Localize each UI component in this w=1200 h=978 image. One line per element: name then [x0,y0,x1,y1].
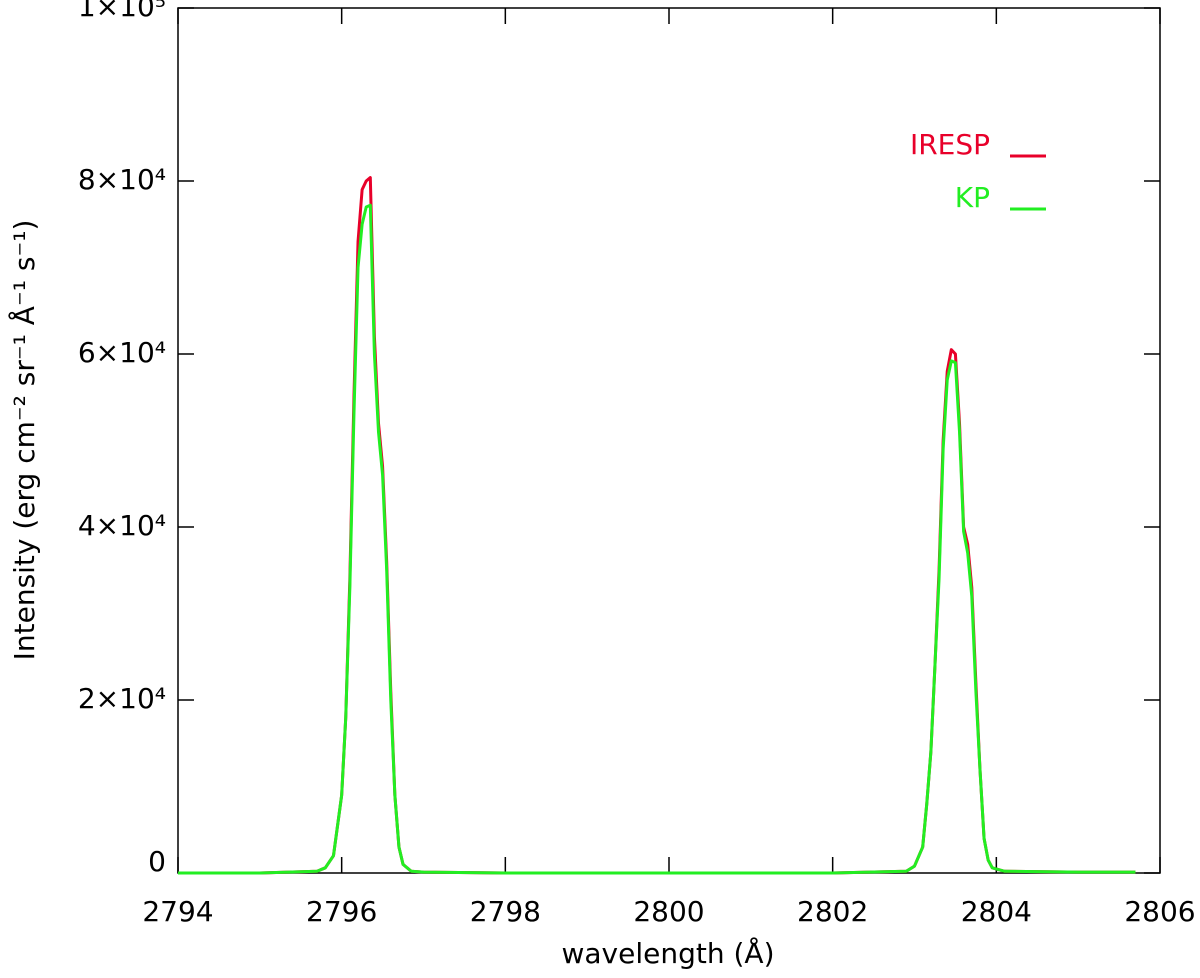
series-line [178,176,1136,875]
y-tick-label: 1×10⁵ [78,0,166,23]
y-tick-label: 0 [148,845,166,878]
x-tick-label: 2796 [306,895,377,928]
x-tick-label: 2798 [470,895,541,928]
y-axis-label: Intensity (erg cm⁻² sr⁻¹ Å⁻¹ s⁻¹) [7,220,41,661]
x-tick-label: 2800 [633,895,704,928]
x-tick-label: 2804 [961,895,1032,928]
y-tick-label: 6×10⁴ [78,336,166,369]
y-tick-label: 8×10⁴ [78,163,166,196]
x-axis-label: wavelength (Å) [561,936,774,970]
y-tick-label: 4×10⁴ [78,509,166,542]
x-tick-label: 2802 [797,895,868,928]
y-tick-label: 2×10⁴ [78,682,166,715]
series-line [178,203,1136,875]
legend-label: KP [955,181,990,214]
legend-label: IRESP [910,128,990,161]
x-tick-label: 2806 [1124,895,1195,928]
plot-frame [177,7,1161,874]
x-tick-label: 2794 [142,895,213,928]
